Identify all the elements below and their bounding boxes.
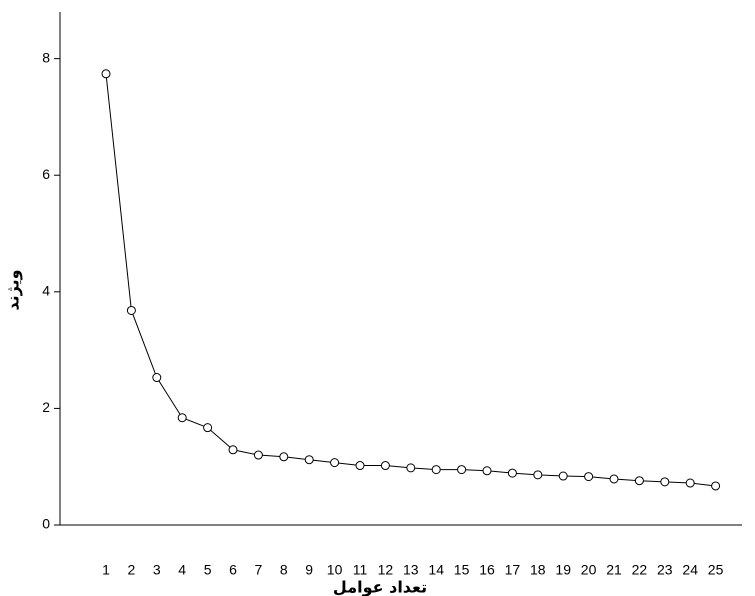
point (331, 459, 339, 467)
x-tick-label: 21 (606, 562, 622, 578)
point (102, 70, 110, 78)
x-tick-label: 5 (204, 562, 212, 578)
x-tick-label: 7 (255, 562, 263, 578)
point (381, 462, 389, 470)
point (559, 472, 567, 480)
x-tick-label: 2 (128, 562, 136, 578)
x-tick-label: 20 (581, 562, 597, 578)
point (178, 414, 186, 422)
x-tick-label: 18 (530, 562, 546, 578)
x-tick-label: 8 (280, 562, 288, 578)
x-axis-label: تعداد عوامل (333, 578, 427, 596)
point (458, 466, 466, 474)
x-tick-label: 23 (657, 562, 673, 578)
point (635, 477, 643, 485)
point (534, 471, 542, 479)
point (585, 473, 593, 481)
point (229, 446, 237, 454)
point (204, 424, 212, 432)
x-tick-label: 15 (454, 562, 470, 578)
x-tick-label: 3 (153, 562, 161, 578)
x-tick-label: 11 (353, 562, 368, 578)
point (508, 469, 516, 477)
x-tick-label: 14 (428, 562, 444, 578)
chart: تعداد عوامل ویژند 0246812345678910111213… (0, 0, 755, 596)
x-tick-label: 9 (305, 562, 313, 578)
x-tick-label: 22 (632, 562, 648, 578)
x-tick-label: 25 (708, 562, 724, 578)
x-tick-label: 4 (178, 562, 186, 578)
x-tick-label: 1 (102, 562, 110, 578)
point (712, 482, 720, 490)
x-tick-label: 6 (229, 562, 237, 578)
point (661, 478, 669, 486)
point (280, 453, 288, 461)
point (254, 451, 262, 459)
point (432, 466, 440, 474)
x-tick-label: 10 (327, 562, 343, 578)
y-tick-label: 8 (42, 49, 50, 65)
point (153, 374, 161, 382)
point (356, 462, 364, 470)
x-tick-label: 12 (378, 562, 394, 578)
point (305, 456, 313, 464)
y-tick-label: 0 (42, 516, 50, 532)
x-tick-label: 13 (403, 562, 419, 578)
x-tick-label: 17 (505, 562, 521, 578)
point (483, 467, 491, 475)
point (610, 475, 618, 483)
y-axis-label: ویژند (4, 269, 23, 310)
y-tick-label: 4 (42, 283, 50, 299)
point (407, 464, 415, 472)
line (106, 74, 716, 486)
y-tick-label: 2 (42, 399, 50, 415)
x-tick-label: 16 (479, 562, 495, 578)
y-tick-label: 6 (42, 166, 50, 182)
point (686, 479, 694, 487)
point (127, 306, 135, 314)
x-tick-label: 19 (555, 562, 571, 578)
x-tick-label: 24 (682, 562, 698, 578)
